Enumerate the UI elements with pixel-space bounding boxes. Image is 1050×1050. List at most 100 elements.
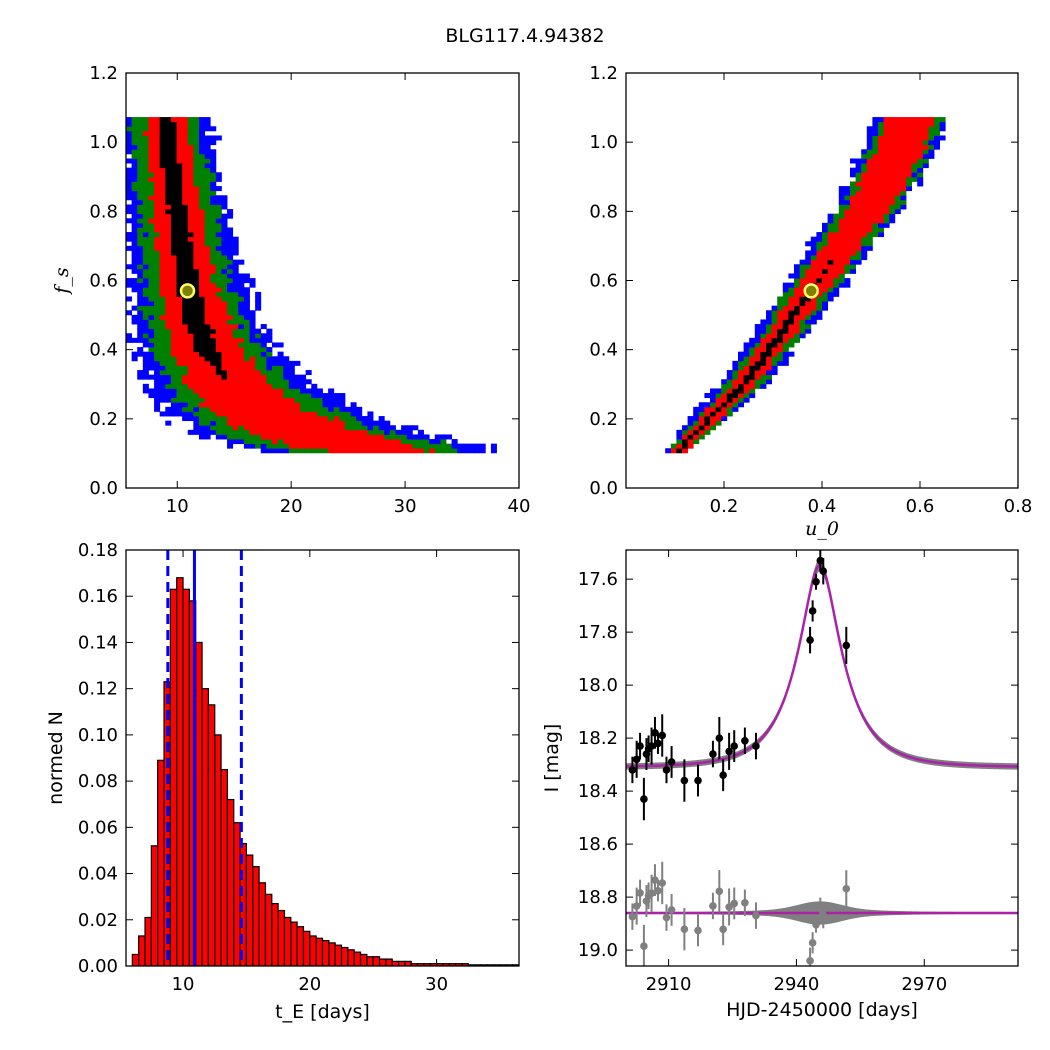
confidence-cell (693, 406, 700, 412)
confidence-cell (378, 416, 385, 422)
confidence-cell (126, 158, 133, 164)
confidence-cell (855, 236, 862, 242)
confidence-cell (148, 287, 155, 293)
confidence-cell (771, 351, 778, 357)
confidence-cell (243, 342, 250, 348)
confidence-cell (277, 439, 284, 445)
confidence-cell (266, 351, 273, 357)
confidence-cell (204, 324, 211, 330)
confidence-cell (249, 360, 256, 366)
confidence-cell (210, 406, 217, 412)
confidence-cell (782, 356, 789, 362)
confidence-cell (165, 420, 172, 426)
confidence-cell (356, 429, 363, 435)
confidence-cell (794, 314, 800, 320)
confidence-cell (182, 337, 189, 343)
confidence-cell (221, 264, 228, 270)
confidence-cell (148, 333, 155, 339)
histogram-bar (315, 937, 324, 966)
confidence-cell (721, 411, 728, 417)
residual-point (632, 902, 641, 910)
confidence-cell (198, 397, 205, 403)
confidence-cell (249, 370, 256, 376)
confidence-cell (204, 241, 211, 247)
confidence-cell (710, 420, 716, 426)
confidence-cell (126, 181, 133, 187)
confidence-cell (760, 319, 767, 325)
confidence-cell (271, 360, 278, 366)
confidence-cell (126, 172, 133, 178)
confidence-cell (900, 126, 907, 132)
confidence-cell (131, 213, 138, 219)
confidence-cell (294, 429, 301, 435)
confidence-cell (917, 181, 924, 187)
confidence-cell (148, 130, 155, 136)
confidence-cell (198, 149, 205, 155)
confidence-cell (198, 388, 205, 394)
confidence-cell (198, 126, 205, 132)
confidence-cell (238, 301, 245, 307)
confidence-cell (732, 374, 739, 380)
confidence-cell (743, 397, 750, 403)
confidence-cell (866, 236, 873, 242)
confidence-cell (198, 370, 205, 376)
confidence-cell (760, 347, 767, 353)
confidence-cell (154, 388, 161, 394)
confidence-cell (126, 167, 133, 173)
confidence-cell (131, 144, 138, 150)
confidence-cell (766, 337, 772, 343)
confidence-cell (866, 186, 873, 192)
confidence-cell (182, 351, 189, 357)
confidence-cell (204, 204, 211, 210)
confidence-cell (283, 402, 290, 408)
confidence-cell (350, 411, 357, 417)
confidence-cell (732, 360, 739, 366)
confidence-cell (215, 402, 222, 408)
confidence-cell (204, 232, 211, 238)
confidence-cell (142, 273, 149, 279)
confidence-cell (210, 420, 217, 426)
confidence-cell (126, 140, 133, 146)
confidence-cell (204, 434, 211, 440)
confidence-cell (378, 439, 385, 445)
confidence-cell (322, 448, 329, 454)
confidence-cell (165, 167, 172, 173)
confidence-cell (429, 448, 436, 454)
confidence-cell (777, 296, 784, 302)
confidence-cell (165, 241, 172, 247)
confidence-cell (170, 190, 177, 196)
confidence-cell (210, 287, 217, 293)
confidence-cell (906, 158, 912, 164)
confidence-cell (827, 264, 834, 270)
confidence-cell (799, 314, 806, 320)
confidence-cell (210, 259, 217, 265)
confidence-cell (766, 324, 772, 330)
confidence-cell (271, 448, 278, 454)
confidence-cell (126, 209, 133, 215)
confidence-cell (300, 406, 307, 412)
confidence-cell (883, 126, 890, 132)
confidence-cell (159, 117, 166, 123)
confidence-cell (154, 186, 161, 192)
confidence-cell (855, 213, 862, 219)
confidence-cell (148, 324, 155, 330)
confidence-cell (131, 241, 138, 247)
confidence-cell (866, 149, 873, 155)
confidence-cell (861, 227, 868, 233)
confidence-cell (777, 319, 784, 325)
residual-point (752, 911, 760, 920)
confidence-cell (350, 443, 357, 449)
confidence-cell (198, 383, 205, 389)
histogram-bar (385, 958, 393, 966)
data-point (636, 742, 644, 750)
confidence-cell (810, 319, 817, 325)
confidence-cell (423, 443, 430, 449)
confidence-cell (277, 429, 284, 435)
confidence-cell (215, 347, 222, 353)
confidence-cell (384, 429, 391, 435)
confidence-cell (159, 144, 166, 150)
confidence-cell (187, 172, 194, 178)
confidence-cell (148, 209, 155, 215)
confidence-cell (283, 434, 290, 440)
confidence-cell (137, 204, 144, 210)
